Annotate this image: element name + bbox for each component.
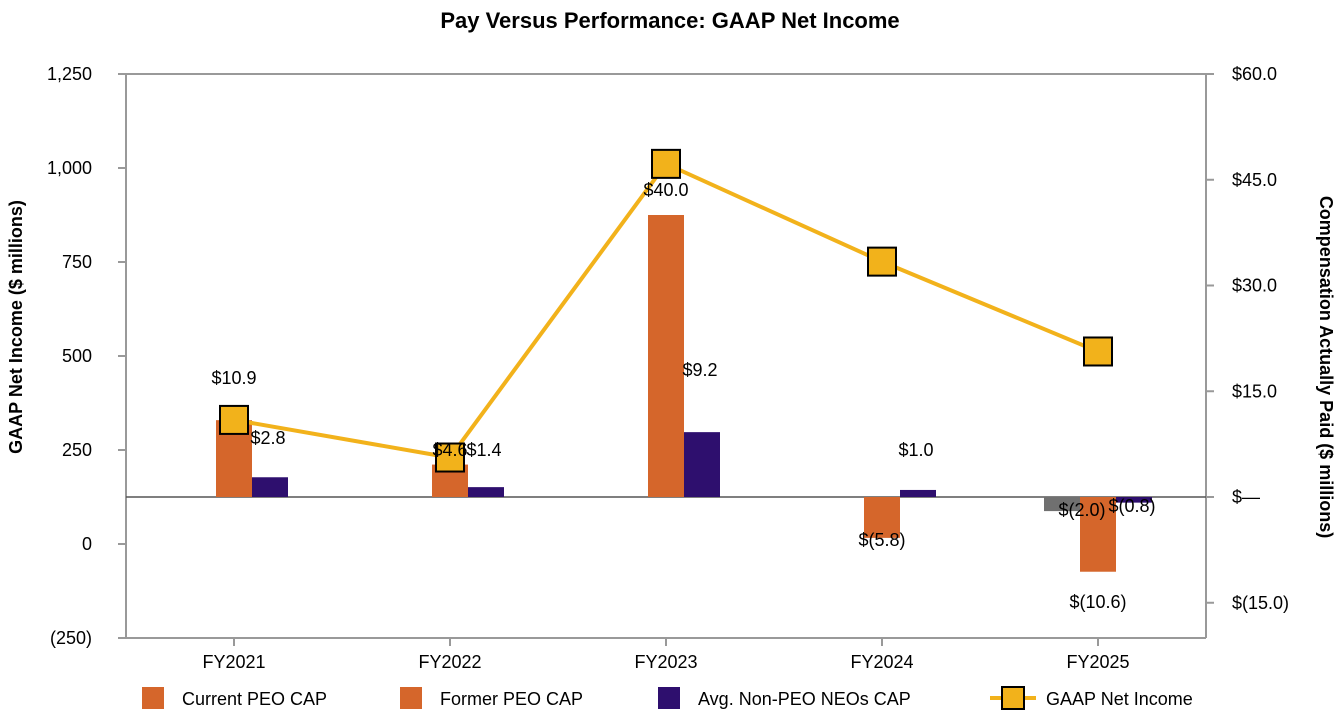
- right-axis-tick-label: $—: [1232, 487, 1260, 507]
- left-axis-tick-label: 0: [82, 534, 92, 554]
- left-axis-tick-label: 250: [62, 440, 92, 460]
- right-axis-tick-label: $45.0: [1232, 170, 1277, 190]
- data-labels-group: $(2.0) $10.9 $4.6 $40.0 $(5.8) $(10.6) $2.8 $1.…: [211, 180, 1155, 612]
- bar-avg-non-peo-neos-cap: [468, 487, 504, 497]
- left-axis-tick-label: (250): [50, 628, 92, 648]
- data-label: $2.8: [250, 428, 285, 448]
- legend: Current PEO CAP Former PEO CAP Avg. Non-PE…: [142, 686, 1193, 710]
- legend-label: Current PEO CAP: [182, 689, 327, 709]
- net-income-marker: [867, 246, 897, 277]
- net-income-marker: [651, 148, 681, 179]
- data-label: $1.0: [898, 440, 933, 460]
- bar-avg-non-peo-neos-cap: [252, 477, 288, 497]
- data-label: $10.9: [211, 368, 256, 388]
- chart-title: Pay Versus Performance: GAAP Net Income: [440, 8, 899, 33]
- left-axis-tick-label: 1,250: [47, 64, 92, 84]
- legend-swatch-icon: [658, 687, 680, 709]
- data-label: $(10.6): [1069, 592, 1126, 612]
- bar-former-peo-cap: [1080, 497, 1116, 572]
- bar-current-peo-cap: [1044, 497, 1080, 512]
- axes-group: (250) 0 250 500 750 1,000 1,250 $(15.0) $— $15.0 $…: [47, 64, 1289, 672]
- bar-former-peo-cap: [864, 497, 900, 538]
- right-axis-tick-label: $(15.0): [1232, 593, 1289, 613]
- legend-swatch-icon: [400, 687, 422, 709]
- data-label: $40.0: [643, 180, 688, 200]
- net-income-marker: [219, 404, 249, 435]
- data-label: $9.2: [682, 360, 717, 380]
- data-label: $(5.8): [858, 530, 905, 550]
- data-label: $4.6: [432, 440, 467, 460]
- x-axis-tick-label: FY2021: [202, 652, 265, 672]
- x-axis-tick-label: FY2023: [634, 652, 697, 672]
- data-label: $(0.8): [1108, 496, 1155, 516]
- legend-label: Avg. Non-PEO NEOs CAP: [698, 689, 911, 709]
- right-axis-tick-label: $30.0: [1232, 276, 1277, 296]
- right-axis-label: Compensation Actually Paid ($ millions): [1316, 196, 1336, 538]
- legend-label: GAAP Net Income: [1046, 689, 1193, 709]
- line-series-group: [219, 148, 1113, 473]
- left-axis-tick-label: 750: [62, 252, 92, 272]
- bar-former-peo-cap: [648, 215, 684, 497]
- left-axis-tick-label: 500: [62, 346, 92, 366]
- legend-label: Former PEO CAP: [440, 689, 583, 709]
- data-label: $1.4: [466, 440, 501, 460]
- x-axis-tick-label: FY2022: [418, 652, 481, 672]
- bar-avg-non-peo-neos-cap: [900, 489, 936, 497]
- x-axis-tick-label: FY2024: [850, 652, 913, 672]
- left-axis-tick-label: 1,000: [47, 158, 92, 178]
- legend-swatch-icon: [142, 687, 164, 709]
- bar-avg-non-peo-neos-cap: [684, 432, 720, 497]
- x-axis-tick-label: FY2025: [1066, 652, 1129, 672]
- right-axis-tick-label: $60.0: [1232, 64, 1277, 84]
- left-axis-label: GAAP Net Income ($ millions): [6, 200, 26, 454]
- legend-square-marker-icon: [1001, 686, 1025, 710]
- bar-avg-non-peo-neos-cap: [1116, 497, 1152, 503]
- right-axis-tick-label: $15.0: [1232, 381, 1277, 401]
- bar-series-group: [216, 215, 1152, 572]
- net-income-marker: [1083, 336, 1113, 367]
- net-income-marker: [435, 442, 465, 473]
- data-label: $(2.0): [1058, 500, 1105, 520]
